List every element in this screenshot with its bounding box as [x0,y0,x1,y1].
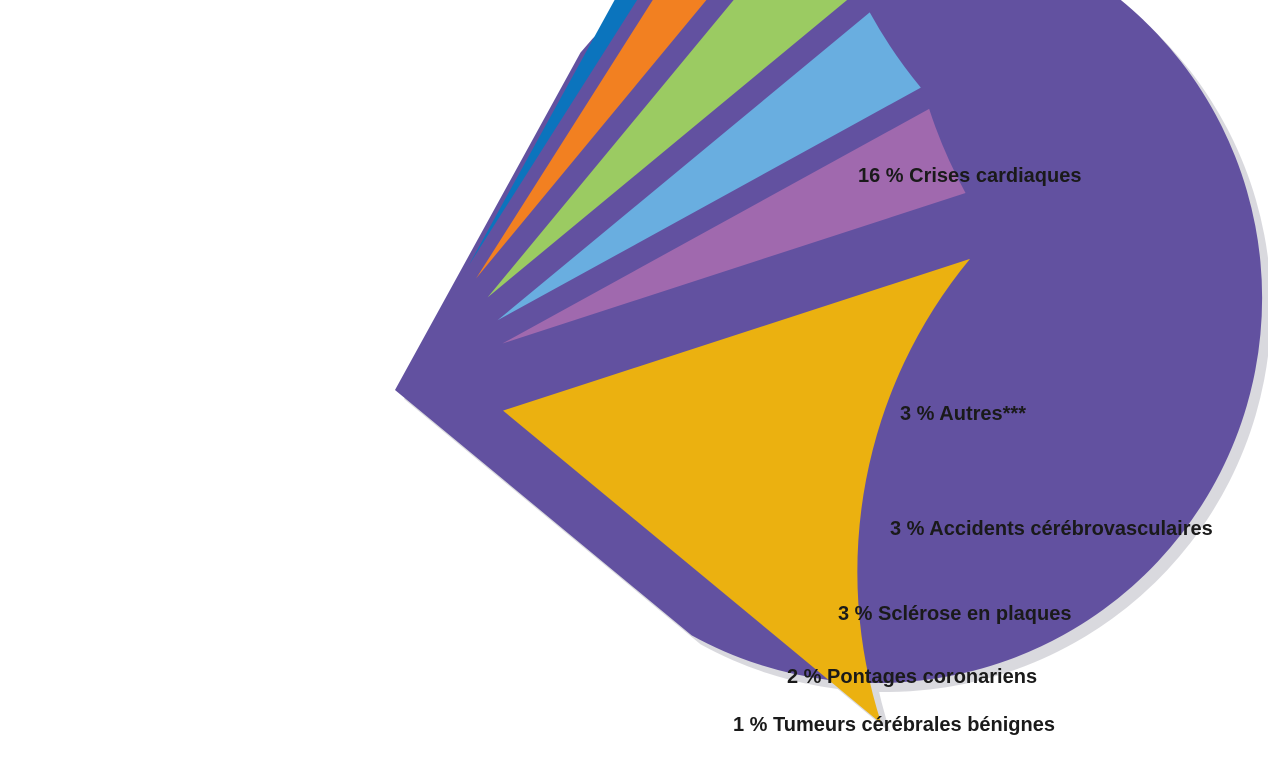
pie-slice-4 [497,12,921,321]
slice-labels: 72 % Cancers** 16 % Crises cardiaques 3 % … [148,165,1213,736]
pie-slice-2 [503,258,971,724]
slice-label-7: 1 % Tumeurs cérébrales bénignes [733,714,1055,736]
pie-slice-7 [468,0,638,266]
slice-label-4: 3 % Accidents cérébrovasculaires [890,518,1213,540]
slice-label-6: 2 % Pontages coronariens [787,666,1037,688]
pie-slice-3 [502,108,966,344]
slice-label-2: 16 % Crises cardiaques [858,165,1081,187]
slice-label-1: 72 % Cancers** [148,378,294,400]
slice-label-3: 3 % Autres*** [900,403,1026,425]
pie-slice-5 [487,0,848,298]
pie-slice-6 [476,0,707,279]
slice-label-5: 3 % Sclérose en plaques [838,603,1071,625]
pie-slices [395,0,1263,724]
